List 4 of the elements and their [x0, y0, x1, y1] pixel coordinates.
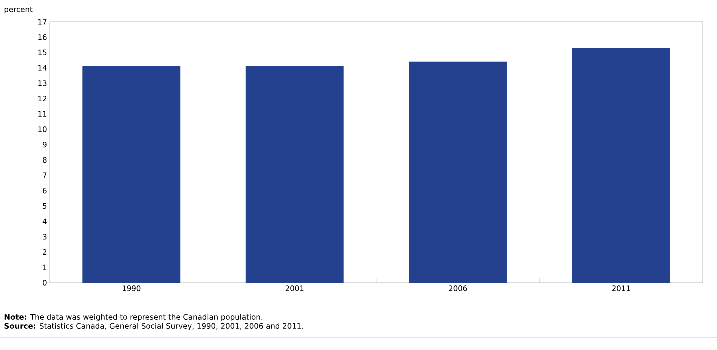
bar [572, 48, 670, 283]
bar [82, 66, 181, 283]
bar [246, 66, 344, 283]
bar [409, 62, 508, 283]
